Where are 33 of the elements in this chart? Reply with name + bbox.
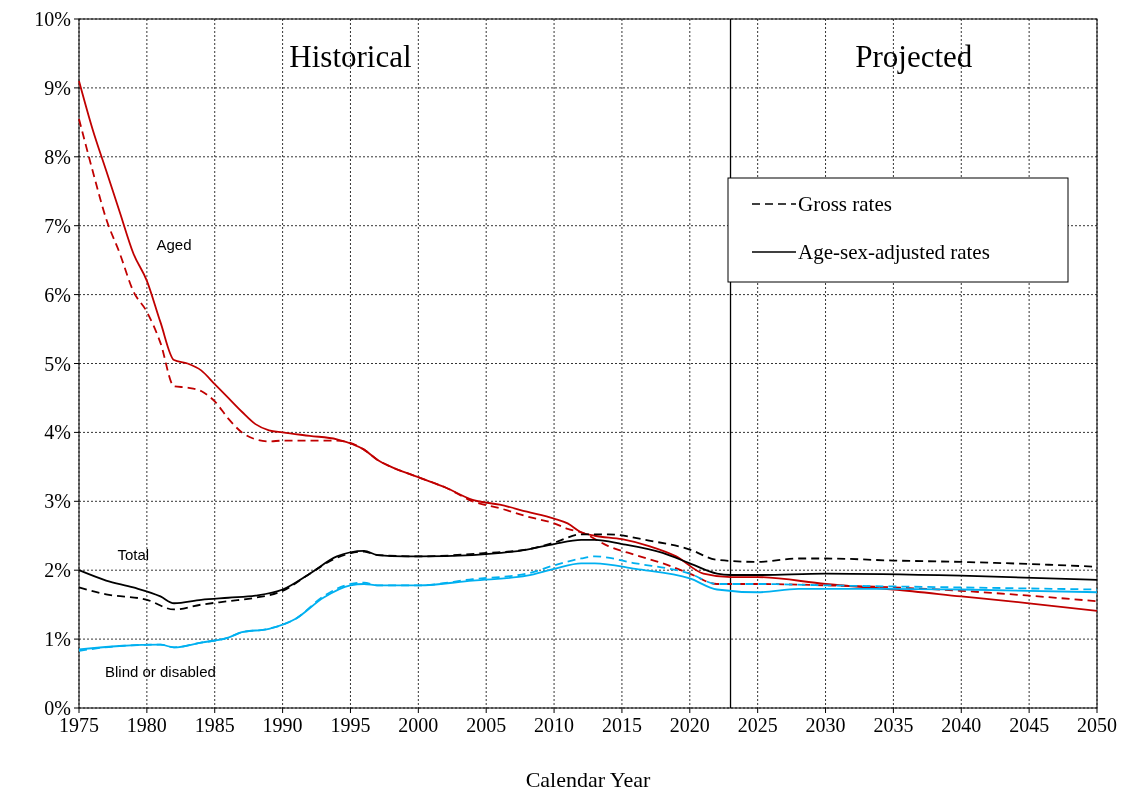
x-tick-label: 1990 bbox=[262, 714, 303, 736]
y-tick-label: 9% bbox=[44, 76, 71, 99]
legend-label: Gross rates bbox=[798, 192, 892, 216]
x-tick-label: 2000 bbox=[398, 714, 439, 736]
x-tick-label: 2035 bbox=[873, 714, 914, 736]
x-tick-label: 2025 bbox=[737, 714, 778, 736]
annotation: Total bbox=[117, 545, 150, 563]
x-tick-label: 2010 bbox=[534, 714, 575, 736]
x-tick-label: 1995 bbox=[330, 714, 371, 736]
legend-label: Age-sex-adjusted rates bbox=[798, 240, 990, 264]
y-tick-label: 4% bbox=[44, 421, 71, 444]
x-tick-label: 2050 bbox=[1077, 714, 1117, 736]
x-tick-label: 2030 bbox=[805, 714, 846, 736]
annotation: Aged bbox=[156, 235, 192, 253]
y-tick-label: 10% bbox=[34, 8, 71, 30]
x-tick-label: 2040 bbox=[941, 714, 982, 736]
y-tick-label: 5% bbox=[44, 352, 71, 375]
y-tick-label: 8% bbox=[44, 145, 71, 168]
y-tick-label: 6% bbox=[44, 283, 71, 306]
y-tick-label: 7% bbox=[44, 214, 71, 237]
annotation: Blind or disabled bbox=[104, 662, 216, 680]
y-tick-label: 2% bbox=[44, 559, 71, 582]
x-tick-label: 2020 bbox=[669, 714, 710, 736]
y-tick-label: 1% bbox=[44, 628, 71, 651]
x-tick-label: 1985 bbox=[194, 714, 235, 736]
annotation: Historical bbox=[289, 39, 412, 75]
x-tick-label: 2005 bbox=[466, 714, 507, 736]
annotation: Projected bbox=[855, 39, 973, 75]
x-axis-title: Calendar Year bbox=[525, 767, 651, 792]
x-tick-label: 1980 bbox=[126, 714, 167, 736]
x-tick-label: 2045 bbox=[1009, 714, 1050, 736]
x-tick-label: 2015 bbox=[601, 714, 642, 736]
y-tick-label: 3% bbox=[44, 490, 71, 513]
